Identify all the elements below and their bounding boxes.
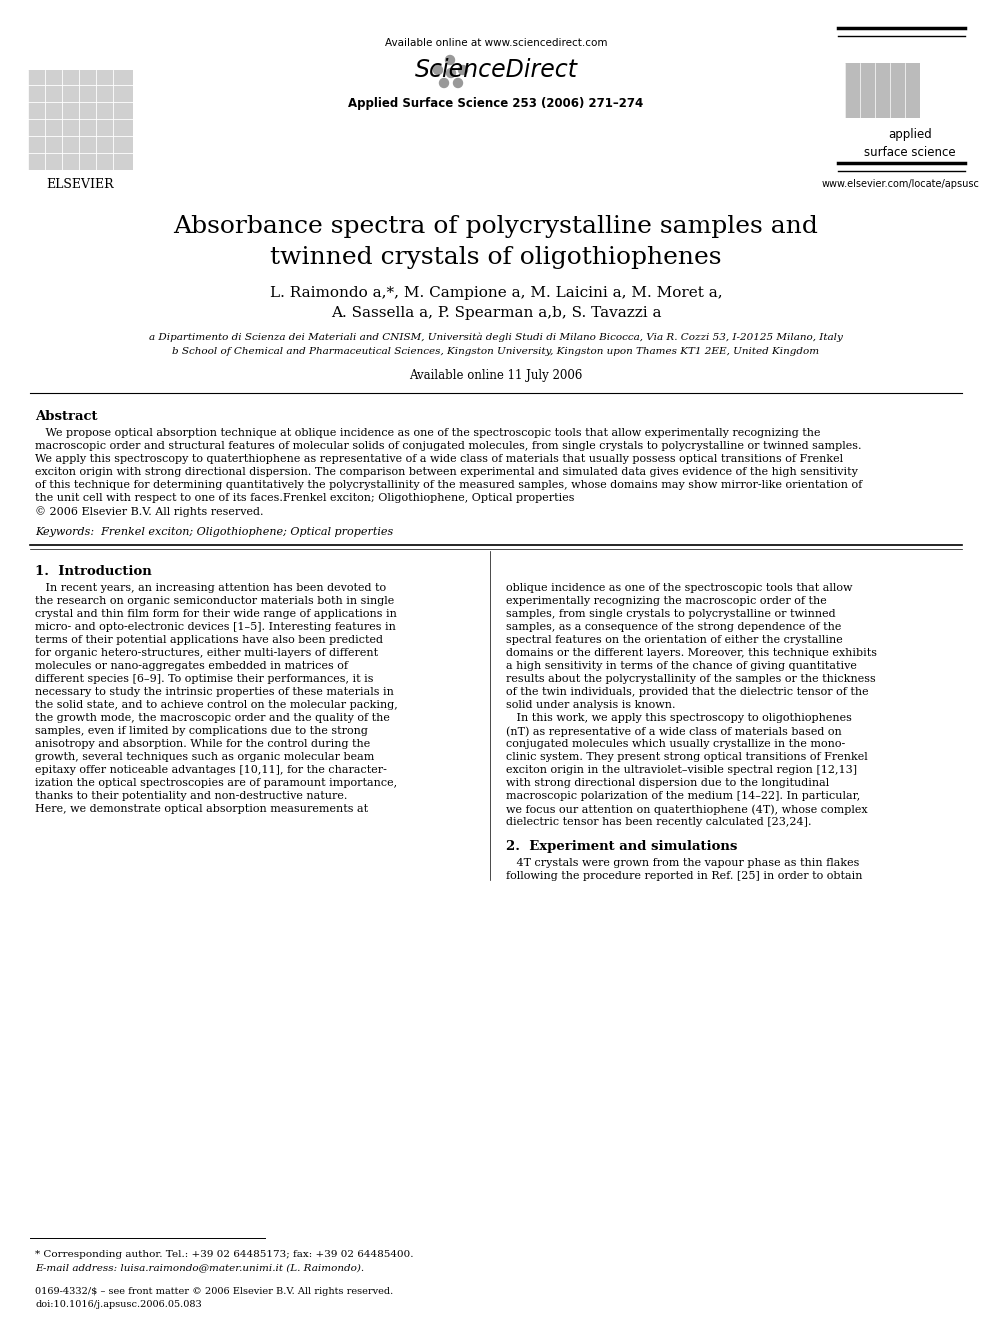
Text: We propose optical absorption technique at oblique incidence as one of the spect: We propose optical absorption technique … xyxy=(35,429,820,438)
Text: of the twin individuals, provided that the dielectric tensor of the: of the twin individuals, provided that t… xyxy=(506,687,869,697)
Text: a high sensitivity in terms of the chance of giving quantitative: a high sensitivity in terms of the chanc… xyxy=(506,662,857,671)
Text: Abstract: Abstract xyxy=(35,410,97,423)
Circle shape xyxy=(439,78,448,87)
Text: molecules or nano-aggregates embedded in matrices of: molecules or nano-aggregates embedded in… xyxy=(35,662,348,671)
Text: solid under analysis is known.: solid under analysis is known. xyxy=(506,700,676,710)
Text: Applied Surface Science 253 (2006) 271–274: Applied Surface Science 253 (2006) 271–2… xyxy=(348,97,644,110)
Text: with strong directional dispersion due to the longitudinal: with strong directional dispersion due t… xyxy=(506,778,829,789)
Circle shape xyxy=(458,66,467,74)
Text: exciton origin in the ultraviolet–visible spectral region [12,13]: exciton origin in the ultraviolet–visibl… xyxy=(506,765,857,775)
Text: anisotropy and absorption. While for the control during the: anisotropy and absorption. While for the… xyxy=(35,740,370,749)
Text: * Corresponding author. Tel.: +39 02 64485173; fax: +39 02 64485400.: * Corresponding author. Tel.: +39 02 644… xyxy=(35,1250,414,1259)
Text: ization the optical spectroscopies are of paramount importance,: ization the optical spectroscopies are o… xyxy=(35,778,397,789)
Circle shape xyxy=(434,66,442,74)
Text: conjugated molecules which usually crystallize in the mono-: conjugated molecules which usually cryst… xyxy=(506,740,845,749)
Circle shape xyxy=(453,78,462,87)
Text: A. Sassella a, P. Spearman a,b, S. Tavazzi a: A. Sassella a, P. Spearman a,b, S. Tavaz… xyxy=(330,306,662,320)
Text: Absorbance spectra of polycrystalline samples and
twinned crystals of oligothiop: Absorbance spectra of polycrystalline sa… xyxy=(174,216,818,269)
Text: following the procedure reported in Ref. [25] in order to obtain: following the procedure reported in Ref.… xyxy=(506,871,862,881)
Text: exciton origin with strong directional dispersion. The comparison between experi: exciton origin with strong directional d… xyxy=(35,467,858,478)
Text: Keywords:  Frenkel exciton; Oligothiophene; Optical properties: Keywords: Frenkel exciton; Oligothiophen… xyxy=(35,527,393,537)
Text: we focus our attention on quaterthiophene (4T), whose complex: we focus our attention on quaterthiophen… xyxy=(506,804,868,815)
Text: (nT) as representative of a wide class of materials based on: (nT) as representative of a wide class o… xyxy=(506,726,842,737)
Text: We apply this spectroscopy to quaterthiophene as representative of a wide class : We apply this spectroscopy to quaterthio… xyxy=(35,454,843,464)
Text: growth, several techniques such as organic molecular beam: growth, several techniques such as organ… xyxy=(35,751,374,762)
Text: macroscopic polarization of the medium [14–22]. In particular,: macroscopic polarization of the medium [… xyxy=(506,791,860,800)
Text: L. Raimondo a,*, M. Campione a, M. Laicini a, M. Moret a,: L. Raimondo a,*, M. Campione a, M. Laici… xyxy=(270,286,722,300)
Text: different species [6–9]. To optimise their performances, it is: different species [6–9]. To optimise the… xyxy=(35,673,374,684)
Text: doi:10.1016/j.apsusc.2006.05.083: doi:10.1016/j.apsusc.2006.05.083 xyxy=(35,1301,201,1308)
Text: oblique incidence as one of the spectroscopic tools that allow: oblique incidence as one of the spectros… xyxy=(506,583,852,593)
Text: www.elsevier.com/locate/apsusc: www.elsevier.com/locate/apsusc xyxy=(822,179,980,189)
Text: thanks to their potentiality and non-destructive nature.: thanks to their potentiality and non-des… xyxy=(35,791,347,800)
Text: experimentally recognizing the macroscopic order of the: experimentally recognizing the macroscop… xyxy=(506,595,826,606)
Circle shape xyxy=(445,56,454,65)
Text: applied
surface science: applied surface science xyxy=(864,128,956,159)
Text: macroscopic order and structural features of molecular solids of conjugated mole: macroscopic order and structural feature… xyxy=(35,441,861,451)
Text: b School of Chemical and Pharmaceutical Sciences, Kingston University, Kingston : b School of Chemical and Pharmaceutical … xyxy=(173,347,819,356)
Bar xyxy=(845,64,920,118)
Text: the solid state, and to achieve control on the molecular packing,: the solid state, and to achieve control … xyxy=(35,700,398,710)
Text: E-mail address: luisa.raimondo@mater.unimi.it (L. Raimondo).: E-mail address: luisa.raimondo@mater.uni… xyxy=(35,1263,364,1271)
Text: © 2006 Elsevier B.V. All rights reserved.: © 2006 Elsevier B.V. All rights reserved… xyxy=(35,505,264,517)
Text: the growth mode, the macroscopic order and the quality of the: the growth mode, the macroscopic order a… xyxy=(35,713,390,722)
Text: the unit cell with respect to one of its faces.Frenkel exciton; Oligothiophene, : the unit cell with respect to one of its… xyxy=(35,493,574,503)
Text: 4T crystals were grown from the vapour phase as thin flakes: 4T crystals were grown from the vapour p… xyxy=(506,859,859,868)
Text: samples, even if limited by complications due to the strong: samples, even if limited by complication… xyxy=(35,726,368,736)
Text: of this technique for determining quantitatively the polycrystallinity of the me: of this technique for determining quanti… xyxy=(35,480,862,490)
Text: micro- and opto-electronic devices [1–5]. Interesting features in: micro- and opto-electronic devices [1–5]… xyxy=(35,622,396,632)
Text: domains or the different layers. Moreover, this technique exhibits: domains or the different layers. Moreove… xyxy=(506,648,877,658)
Text: spectral features on the orientation of either the crystalline: spectral features on the orientation of … xyxy=(506,635,843,646)
Text: samples, from single crystals to polycrystalline or twinned: samples, from single crystals to polycry… xyxy=(506,609,835,619)
Text: for organic hetero-structures, either multi-layers of different: for organic hetero-structures, either mu… xyxy=(35,648,378,658)
Text: 1.  Introduction: 1. Introduction xyxy=(35,565,152,578)
Text: In recent years, an increasing attention has been devoted to: In recent years, an increasing attention… xyxy=(35,583,386,593)
Text: epitaxy offer noticeable advantages [10,11], for the character-: epitaxy offer noticeable advantages [10,… xyxy=(35,765,387,775)
Text: Here, we demonstrate optical absorption measurements at: Here, we demonstrate optical absorption … xyxy=(35,804,368,814)
Text: In this work, we apply this spectroscopy to oligothiophenes: In this work, we apply this spectroscopy… xyxy=(506,713,852,722)
Text: results about the polycrystallinity of the samples or the thickness: results about the polycrystallinity of t… xyxy=(506,673,876,684)
Text: Available online at www.sciencedirect.com: Available online at www.sciencedirect.co… xyxy=(385,38,607,48)
Text: terms of their potential applications have also been predicted: terms of their potential applications ha… xyxy=(35,635,383,646)
Text: samples, as a consequence of the strong dependence of the: samples, as a consequence of the strong … xyxy=(506,622,841,632)
Text: necessary to study the intrinsic properties of these materials in: necessary to study the intrinsic propert… xyxy=(35,687,394,697)
Bar xyxy=(28,70,133,169)
Text: 0169-4332/$ – see front matter © 2006 Elsevier B.V. All rights reserved.: 0169-4332/$ – see front matter © 2006 El… xyxy=(35,1287,393,1297)
Circle shape xyxy=(446,69,455,78)
Text: ScienceDirect: ScienceDirect xyxy=(415,58,577,82)
Text: the research on organic semiconductor materials both in single: the research on organic semiconductor ma… xyxy=(35,595,394,606)
Text: ELSEVIER: ELSEVIER xyxy=(47,179,114,191)
Text: crystal and thin film form for their wide range of applications in: crystal and thin film form for their wid… xyxy=(35,609,397,619)
Text: Available online 11 July 2006: Available online 11 July 2006 xyxy=(410,369,582,382)
Text: clinic system. They present strong optical transitions of Frenkel: clinic system. They present strong optic… xyxy=(506,751,868,762)
Text: dielectric tensor has been recently calculated [23,24].: dielectric tensor has been recently calc… xyxy=(506,818,811,827)
Text: a Dipartimento di Scienza dei Materiali and CNISM, Università degli Studi di Mil: a Dipartimento di Scienza dei Materiali … xyxy=(149,333,843,343)
Text: 2.  Experiment and simulations: 2. Experiment and simulations xyxy=(506,840,737,853)
